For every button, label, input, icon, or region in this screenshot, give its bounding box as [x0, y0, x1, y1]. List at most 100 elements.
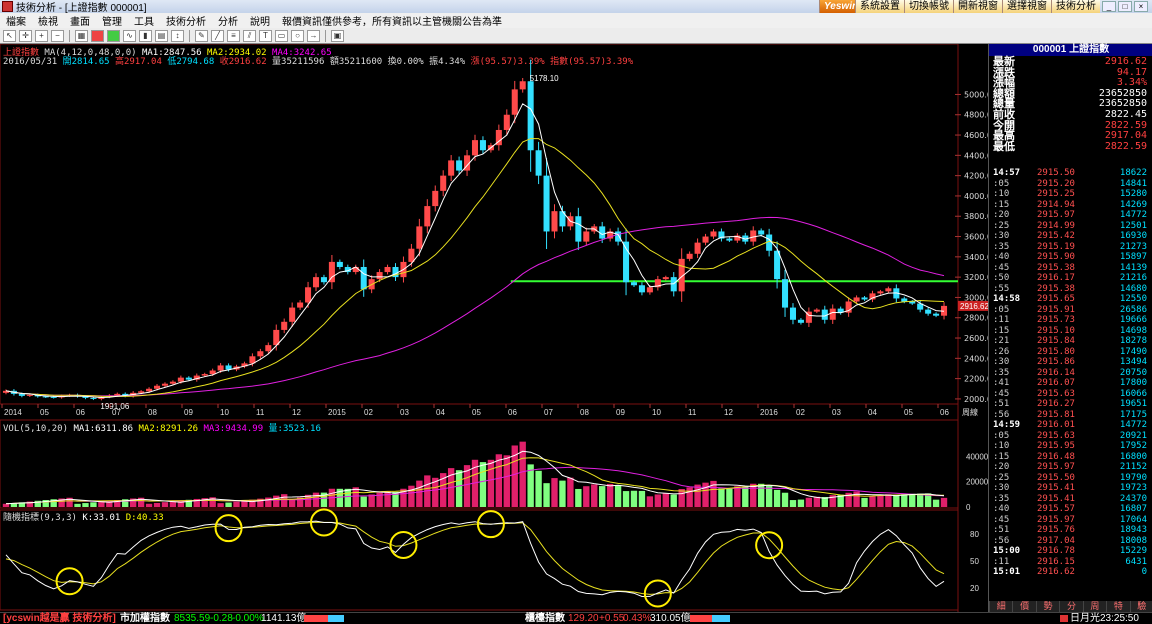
volume-bar[interactable] [853, 491, 860, 507]
candle-body[interactable] [360, 266, 367, 290]
volume-bar[interactable] [837, 494, 844, 507]
candle-body[interactable] [559, 211, 566, 227]
candle-body[interactable] [114, 393, 121, 396]
volume-bar[interactable] [686, 487, 693, 507]
candle-body[interactable] [551, 211, 558, 232]
volume-bar[interactable] [479, 462, 487, 507]
candle-body[interactable] [289, 307, 296, 322]
volume-bar[interactable] [599, 486, 606, 507]
volume-bar[interactable] [320, 492, 328, 507]
volume-bar[interactable] [249, 499, 256, 507]
zoom-in-icon[interactable]: + [35, 29, 48, 42]
candle-body[interactable] [901, 298, 908, 302]
candle-body[interactable] [821, 309, 828, 320]
candle-body[interactable] [225, 365, 232, 370]
volume-bar[interactable] [694, 484, 701, 507]
grid-icon[interactable]: ▤ [155, 29, 168, 42]
tick-row[interactable]: 14:59 2916.01 14772 [989, 420, 1152, 431]
new-window-button[interactable]: 開新視窗 [953, 0, 1002, 13]
quote-tab-0[interactable]: 細 [989, 601, 1012, 612]
candle-body[interactable] [861, 297, 868, 300]
tick-row[interactable]: :05 2915.91 26586 [989, 305, 1152, 316]
candle-body[interactable] [853, 297, 860, 302]
volume-bar[interactable] [511, 445, 518, 507]
switch-account-button[interactable]: 切換帳號 [904, 0, 953, 13]
crosshair-tool-icon[interactable]: ✛ [19, 29, 32, 42]
candle-body[interactable] [305, 287, 312, 303]
volume-bar[interactable] [750, 483, 757, 507]
volume-bar[interactable] [543, 483, 550, 507]
candle-body[interactable] [797, 319, 804, 323]
candle-body[interactable] [678, 258, 685, 292]
candle-body[interactable] [456, 160, 463, 171]
volume-bar[interactable] [638, 490, 646, 507]
arrow-tool-icon[interactable]: ↖ [3, 29, 16, 42]
candle-body[interactable] [122, 393, 129, 396]
volume-bar[interactable] [66, 497, 73, 507]
volume-bar[interactable] [257, 498, 264, 507]
volume-bar[interactable] [169, 501, 177, 507]
candle-body[interactable] [177, 377, 184, 382]
volume-bar[interactable] [201, 498, 208, 507]
volume-bar[interactable] [122, 499, 129, 507]
volume-bar[interactable] [789, 500, 797, 507]
volume-bar[interactable] [877, 495, 884, 507]
select-window-button[interactable]: 選擇視窗 [1002, 0, 1051, 13]
candle-body[interactable] [519, 81, 526, 90]
minimize-icon[interactable]: _ [1102, 1, 1116, 12]
candle-body[interactable] [384, 266, 391, 273]
volume-bar[interactable] [614, 485, 622, 507]
tick-row[interactable]: :45 2915.63 16066 [989, 389, 1152, 400]
text-tool-icon[interactable]: T [259, 29, 272, 42]
volume-bar[interactable] [145, 503, 153, 507]
volume-bar[interactable] [535, 470, 542, 507]
candle-body[interactable] [201, 374, 208, 376]
volume-bar[interactable] [662, 493, 669, 507]
volume-bar[interactable] [177, 500, 185, 507]
candle-body[interactable] [471, 140, 479, 156]
volume-bar[interactable] [606, 483, 614, 507]
candle-body[interactable] [654, 279, 661, 288]
volume-bar[interactable] [18, 502, 26, 507]
palette-icon[interactable] [107, 29, 120, 42]
menu-help[interactable]: 說明 [250, 17, 270, 28]
tick-row[interactable]: :35 2915.19 21273 [989, 242, 1152, 253]
volume-bar[interactable] [225, 502, 232, 507]
candle-body[interactable] [241, 363, 248, 367]
tick-row[interactable]: 15:01 2916.62 0 [989, 567, 1152, 578]
volume-bar[interactable] [646, 496, 654, 507]
tick-row[interactable]: :51 2915.76 18943 [989, 525, 1152, 536]
tick-row[interactable]: :35 2915.41 24370 [989, 494, 1152, 505]
candle-body[interactable] [273, 329, 280, 346]
volume-bar[interactable] [455, 470, 463, 507]
volume-bar[interactable] [622, 491, 630, 507]
volume-bar[interactable] [758, 483, 765, 507]
tick-row[interactable]: :05 2915.63 20921 [989, 431, 1152, 442]
candle-body[interactable] [543, 175, 550, 232]
volume-bar[interactable] [630, 490, 638, 507]
candle-body[interactable] [805, 311, 812, 323]
channel-tool-icon[interactable]: ⫽ [243, 29, 256, 42]
volume-bar[interactable] [416, 480, 423, 507]
zoom-out-icon[interactable]: − [51, 29, 64, 42]
candle-body[interactable] [281, 321, 288, 330]
volume-bar[interactable] [288, 498, 296, 507]
volume-bar[interactable] [726, 488, 733, 507]
volume-bar[interactable] [567, 477, 574, 507]
candle-body[interactable] [82, 396, 89, 398]
volume-bar[interactable] [34, 500, 41, 507]
tick-row[interactable]: :51 2916.27 19651 [989, 399, 1152, 410]
volume-bar[interactable] [376, 492, 383, 507]
candle-body[interactable] [408, 248, 415, 262]
volume-bar[interactable] [241, 500, 248, 507]
candle-body[interactable] [575, 216, 582, 242]
candle-body[interactable] [909, 301, 916, 304]
candle-body[interactable] [646, 287, 653, 293]
candle-body[interactable] [917, 303, 924, 310]
volume-bar[interactable] [2, 503, 10, 507]
volume-bar[interactable] [98, 501, 105, 507]
tick-row[interactable]: :30 2915.86 13494 [989, 357, 1152, 368]
candle-body[interactable] [710, 231, 717, 237]
volume-bar[interactable] [503, 455, 510, 507]
volume-bar[interactable] [408, 485, 415, 507]
